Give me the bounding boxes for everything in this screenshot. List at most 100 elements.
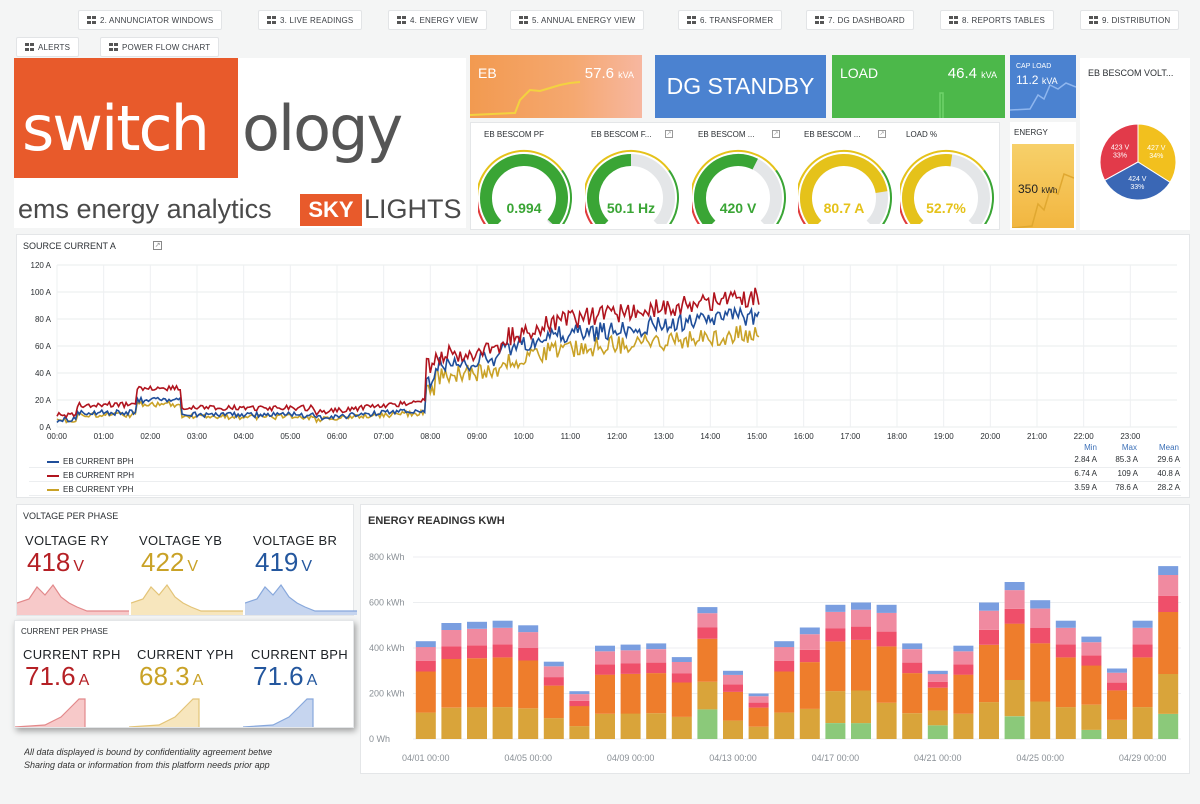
energy-bar-segment[interactable] (825, 604, 846, 612)
energy-bar-segment[interactable] (1158, 714, 1179, 739)
energy-tile[interactable]: ENERGY 350 kWh (1010, 122, 1076, 230)
energy-bar-segment[interactable] (671, 673, 692, 683)
energy-bar-segment[interactable] (441, 658, 462, 708)
energy-bar-segment[interactable] (467, 628, 487, 646)
energy-bar-segment[interactable] (569, 706, 590, 727)
energy-bar-segment[interactable] (441, 707, 462, 739)
expand-icon[interactable]: ↗ (153, 241, 162, 250)
energy-bar-segment[interactable] (467, 658, 487, 708)
energy-bar-segment[interactable] (1030, 628, 1051, 644)
energy-bar-segment[interactable] (415, 660, 436, 672)
energy-bar-segment[interactable] (1158, 611, 1179, 674)
energy-bar-segment[interactable] (1081, 665, 1102, 705)
energy-bar-segment[interactable] (927, 681, 948, 688)
energy-bar-segment[interactable] (492, 644, 513, 658)
energy-bar-segment[interactable] (876, 631, 897, 647)
energy-bar-segment[interactable] (620, 644, 641, 651)
energy-bar-segment[interactable] (543, 661, 564, 667)
nav-button-3[interactable]: 5. ANNUAL ENERGY VIEW (510, 10, 645, 30)
pie-slice[interactable] (1104, 161, 1171, 201)
energy-bar-segment[interactable] (799, 649, 820, 663)
energy-bar-segment[interactable] (1081, 636, 1102, 643)
expand-icon[interactable]: ↗ (878, 130, 886, 138)
energy-bar-segment[interactable] (723, 684, 743, 692)
energy-bar-segment[interactable] (1055, 627, 1076, 645)
energy-bar-segment[interactable] (979, 602, 999, 611)
energy-bar-segment[interactable] (441, 623, 462, 630)
energy-bar-segment[interactable] (467, 707, 487, 739)
energy-bar-segment[interactable] (543, 718, 564, 739)
energy-bar-segment[interactable] (927, 670, 948, 675)
energy-bar-segment[interactable] (927, 687, 948, 711)
energy-bar-segment[interactable] (876, 604, 897, 613)
energy-bar-segment[interactable] (748, 707, 769, 727)
energy-bar-segment[interactable] (1107, 672, 1127, 683)
energy-bar-segment[interactable] (979, 629, 999, 645)
energy-bar-segment[interactable] (1158, 595, 1179, 612)
expand-icon[interactable]: ↗ (665, 130, 673, 138)
energy-bar-segment[interactable] (543, 677, 564, 686)
energy-bar-segment[interactable] (646, 643, 667, 650)
energy-bar-segment[interactable] (1107, 668, 1127, 673)
energy-bar-segment[interactable] (1030, 701, 1051, 740)
energy-bar-segment[interactable] (1004, 582, 1025, 591)
energy-bar-segment[interactable] (1158, 566, 1179, 575)
energy-bar-segment[interactable] (518, 660, 539, 709)
energy-bar-segment[interactable] (697, 681, 718, 710)
energy-bar-segment[interactable] (697, 627, 718, 639)
nav-button-1[interactable]: 3. LIVE READINGS (258, 10, 363, 30)
energy-bar-segment[interactable] (671, 682, 692, 717)
energy-bar-segment[interactable] (671, 662, 692, 674)
energy-bar-segment[interactable] (1055, 620, 1076, 628)
energy-bar-segment[interactable] (569, 691, 590, 695)
energy-bar-segment[interactable] (492, 620, 513, 628)
energy-bar-segment[interactable] (927, 674, 948, 682)
energy-bar-segment[interactable] (748, 702, 769, 708)
nav-button-8[interactable]: ALERTS (16, 37, 80, 57)
energy-bar-segment[interactable] (748, 696, 769, 703)
energy-bar-segment[interactable] (492, 707, 513, 739)
energy-bar-segment[interactable] (697, 613, 718, 628)
energy-bar-segment[interactable] (1081, 642, 1102, 656)
energy-bar-segment[interactable] (415, 647, 436, 661)
energy-bar-segment[interactable] (1081, 729, 1102, 739)
energy-bar-segment[interactable] (927, 725, 948, 739)
energy-bar-segment[interactable] (825, 723, 846, 739)
nav-button-4[interactable]: 6. TRANSFORMER (678, 10, 783, 30)
energy-bar-segment[interactable] (441, 629, 462, 647)
energy-bar-segment[interactable] (518, 625, 539, 633)
energy-bar-segment[interactable] (953, 713, 974, 739)
energy-bar-segment[interactable] (1107, 720, 1127, 739)
energy-bar-segment[interactable] (697, 638, 718, 682)
energy-bar-segment[interactable] (1030, 600, 1051, 609)
energy-bar-segment[interactable] (851, 609, 871, 627)
energy-bar-segment[interactable] (1004, 623, 1025, 680)
energy-bar-segment[interactable] (595, 651, 615, 665)
energy-bar-segment[interactable] (467, 645, 487, 659)
energy-bar-segment[interactable] (723, 674, 743, 685)
energy-bar-segment[interactable] (825, 641, 846, 692)
energy-bar-segment[interactable] (1081, 704, 1102, 730)
energy-bar-segment[interactable] (518, 632, 539, 648)
energy-bar-segment[interactable] (1030, 643, 1051, 702)
energy-bar-segment[interactable] (774, 671, 795, 713)
energy-bar-segment[interactable] (1004, 680, 1025, 717)
energy-bar-segment[interactable] (876, 702, 897, 739)
energy-bar-segment[interactable] (774, 647, 795, 661)
energy-bar-segment[interactable] (851, 626, 871, 640)
energy-bar-segment[interactable] (697, 607, 718, 614)
kpi-load[interactable]: LOAD 46.4 kVA (832, 55, 1005, 118)
energy-bar-segment[interactable] (799, 634, 820, 650)
energy-bar-segment[interactable] (774, 641, 795, 648)
energy-bar-segment[interactable] (1132, 707, 1153, 739)
energy-bar-segment[interactable] (1132, 644, 1153, 658)
nav-button-7[interactable]: 9. DISTRIBUTION (1080, 10, 1180, 30)
energy-bar-segment[interactable] (671, 657, 692, 662)
energy-bar-segment[interactable] (1132, 620, 1153, 628)
energy-bar-segment[interactable] (825, 611, 846, 629)
energy-bar-segment[interactable] (851, 639, 871, 691)
energy-bar-segment[interactable] (1055, 644, 1076, 658)
energy-bar-segment[interactable] (646, 673, 667, 714)
energy-bar-segment[interactable] (441, 646, 462, 659)
nav-button-6[interactable]: 8. REPORTS TABLES (940, 10, 1054, 30)
